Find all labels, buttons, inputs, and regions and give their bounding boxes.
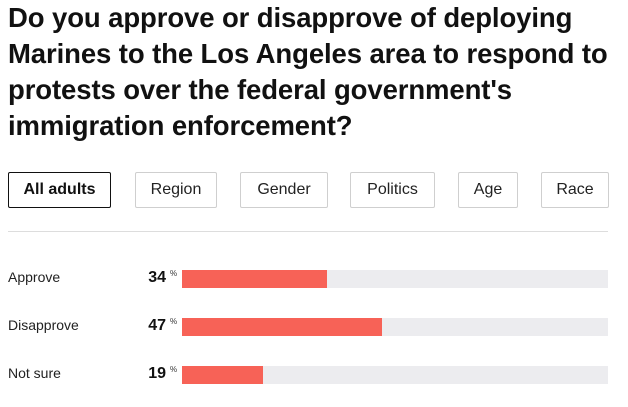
bar-not-sure <box>182 366 263 384</box>
unit-label-not-sure: % <box>170 365 178 374</box>
bar-disapprove <box>182 318 382 336</box>
data-label-disapprove: 47 <box>148 317 166 334</box>
bar-track-not-sure <box>182 366 608 384</box>
unit-label-approve: % <box>170 269 178 278</box>
row-label-disapprove: Disapprove <box>8 317 79 333</box>
unit-label-disapprove: % <box>170 317 178 326</box>
bar-track-disapprove <box>182 318 608 336</box>
section-divider <box>8 231 608 232</box>
tab-gender[interactable]: Gender <box>240 172 328 208</box>
tab-age[interactable]: Age <box>458 172 518 208</box>
row-label-approve: Approve <box>8 269 61 285</box>
data-label-approve: 34 <box>148 269 166 286</box>
filter-tabs: All adults Region Gender Politics Age Ra… <box>0 172 628 208</box>
data-label-not-sure: 19 <box>148 365 166 382</box>
question-title: Do you approve or disapprove of deployin… <box>8 2 608 141</box>
bar-approve <box>182 270 327 288</box>
bar-track-approve <box>182 270 608 288</box>
row-label-not-sure: Not sure <box>8 365 61 381</box>
tab-region[interactable]: Region <box>135 172 217 208</box>
tab-race[interactable]: Race <box>541 172 609 208</box>
tab-all-adults[interactable]: All adults <box>8 172 111 208</box>
tab-politics[interactable]: Politics <box>350 172 435 208</box>
